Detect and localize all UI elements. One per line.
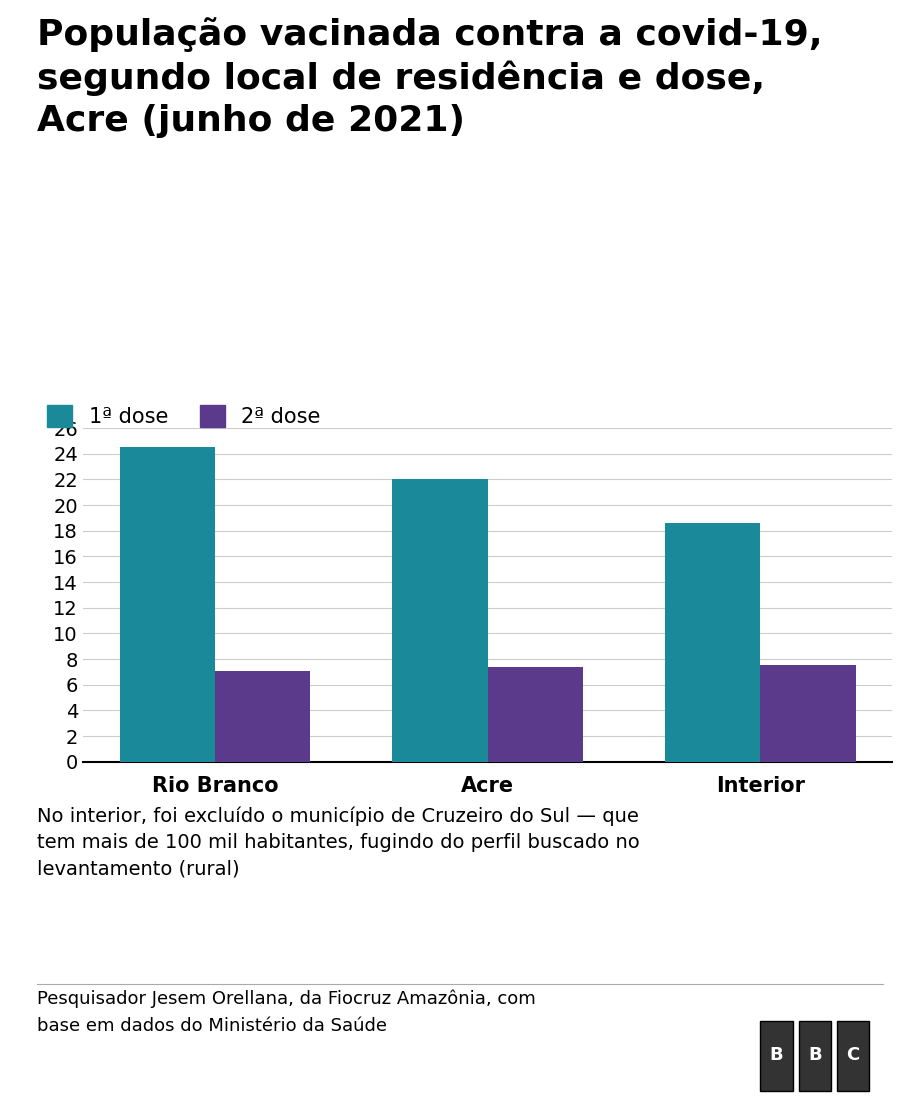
Bar (391, 479, 487, 762)
Text: C: C (845, 1046, 858, 1064)
Bar (759, 665, 855, 762)
Text: B: B (807, 1046, 821, 1064)
Bar (215, 671, 310, 762)
Text: No interior, foi excluído o município de Cruzeiro do Sul — que
tem mais de 100 m: No interior, foi excluído o município de… (37, 806, 639, 878)
Bar (487, 667, 583, 762)
Bar (664, 523, 759, 762)
Text: População vacinada contra a covid-19,
segundo local de residência e dose,
Acre (: População vacinada contra a covid-19, se… (37, 17, 822, 138)
Bar (119, 447, 215, 762)
Text: B: B (769, 1046, 782, 1064)
Legend: 1ª dose, 2ª dose: 1ª dose, 2ª dose (47, 405, 320, 427)
FancyBboxPatch shape (759, 1021, 792, 1092)
Text: Pesquisador Jesem Orellana, da Fiocruz Amazônia, com
base em dados do Ministério: Pesquisador Jesem Orellana, da Fiocruz A… (37, 990, 535, 1034)
FancyBboxPatch shape (836, 1021, 868, 1092)
FancyBboxPatch shape (798, 1021, 830, 1092)
